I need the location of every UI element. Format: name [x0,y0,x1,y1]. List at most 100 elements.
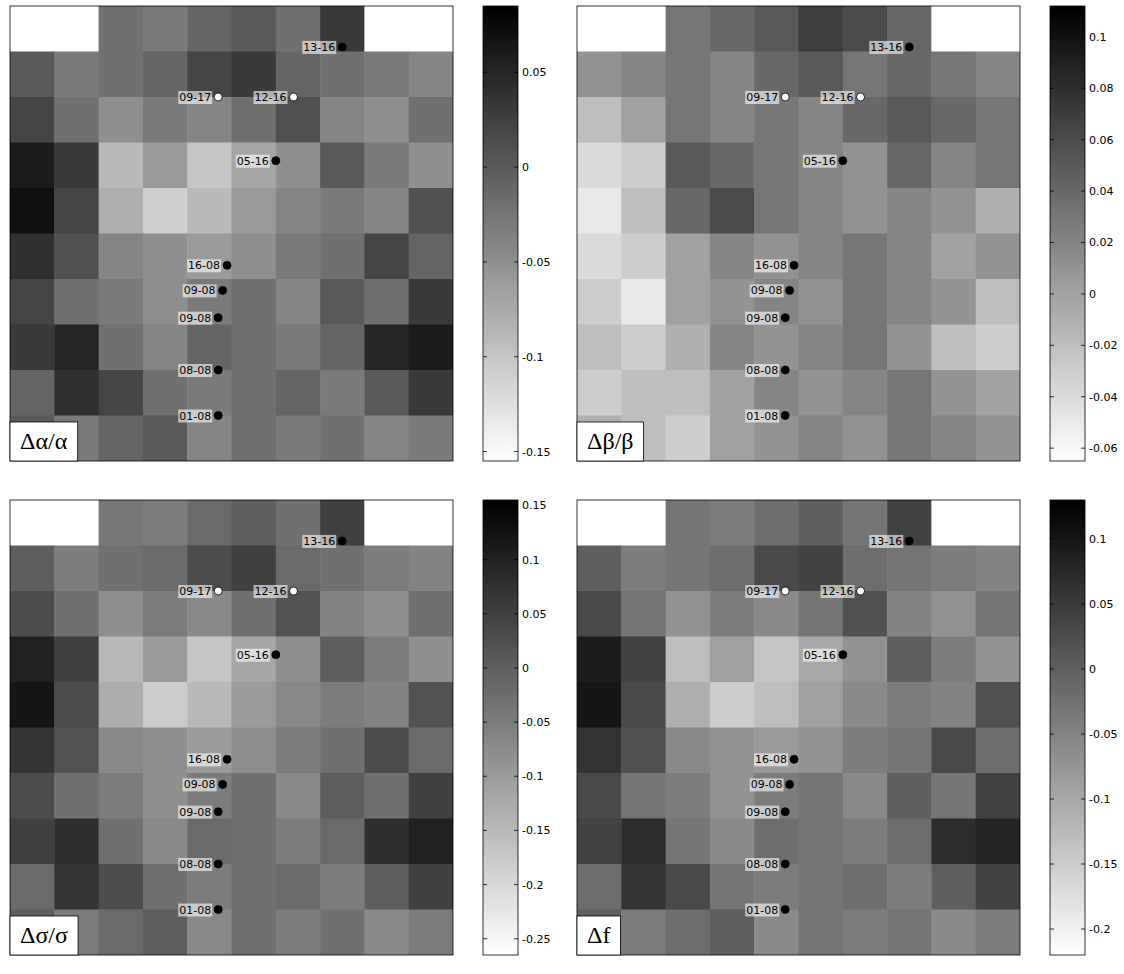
heatmap-cell [232,773,277,819]
well-point [781,366,789,374]
points [214,43,346,420]
heatmap-cell [577,188,622,234]
heatmap-cell [887,370,932,416]
colorbar-tick [514,938,518,939]
well-point [839,157,847,165]
heatmap-cell [887,864,932,910]
heatmap-cell [54,279,99,325]
heatmap-cell [577,773,622,819]
colorbar-tick [514,451,518,452]
title-box [577,422,644,461]
well-point [839,651,847,659]
heatmap-cell [976,773,1020,819]
heatmap-cell [666,234,711,280]
label-patch [745,858,779,871]
well-point [781,860,789,868]
heatmap-cell [10,864,55,910]
colorbar-tick [483,722,487,723]
heatmap-cell [577,325,622,371]
heatmap-cell [409,234,453,280]
heatmap-cells [577,500,1020,955]
heatmap-cell [54,234,99,280]
colorbar-tick [1050,864,1054,865]
heatmap-cell [976,728,1020,774]
heatmap-cell [320,591,365,637]
heatmap-cell [364,682,409,728]
well-point [214,314,222,322]
heatmap-cell [99,637,144,683]
heatmap-cell [143,682,188,728]
heatmap-cell [843,637,888,683]
heatmap-cell [232,416,277,462]
colorbar-tick-label: -0.02 [1089,339,1117,352]
heatmap-cell [54,819,99,865]
no-data-cell [976,500,1020,546]
heatmap-cell [10,728,55,774]
heatmap-cell [710,188,755,234]
heatmap-cell [577,546,622,592]
heatmap-cell [666,819,711,865]
colorbar-tick [483,559,487,560]
heatmap-cell [99,234,144,280]
colorbar-tick-label: -0.06 [1089,442,1117,455]
point-label: 01-08 [746,904,778,917]
label-patch [745,364,779,377]
colorbar [1050,500,1085,955]
title-box [10,916,78,955]
heatmap-cell [976,637,1020,683]
colorbar-tick [1050,929,1054,930]
heatmap-cell [621,591,666,637]
heatmap-cell [976,188,1020,234]
point-label: 09-17 [179,585,211,598]
heatmap-cell [931,188,976,234]
heatmap-cell [364,637,409,683]
heatmap-cell [754,6,799,52]
heatmap-cell [409,143,453,189]
heatmap-cell [621,188,666,234]
heatmap-cell [621,279,666,325]
heatmap-cell [187,500,232,546]
heatmap-cell [187,234,232,280]
well-point [786,286,794,294]
plot-frame [577,500,1020,955]
panel: 13-1609-1712-1605-1616-0809-0809-0808-08… [10,499,550,955]
heatmap-cell [931,416,976,462]
point-label: 08-08 [746,364,778,377]
heatmap-cell [143,234,188,280]
heatmap-cell [364,234,409,280]
label-patch [178,410,212,423]
heatmap-cell [887,416,932,462]
colorbar-tick [514,776,518,777]
heatmap-cell [577,819,622,865]
colorbar-tick-label: -0.15 [522,446,550,459]
colorbar [483,6,518,461]
colorbar-tick [1050,734,1054,735]
heatmap-cell [843,234,888,280]
heatmap-cell [364,325,409,371]
label-patch [178,91,212,104]
point-label: 16-08 [188,259,220,272]
colorbar-tick-label: -0.1 [522,770,543,783]
heatmap-cell [666,591,711,637]
heatmap-cell [931,728,976,774]
no-data-cell [931,6,976,52]
label-patch [803,649,837,662]
heatmap-cell [99,188,144,234]
heatmap-cell [409,773,453,819]
point-label: 09-08 [179,806,211,819]
heatmap-cell [10,234,55,280]
colorbar-tick [483,356,487,357]
heatmap-cell [10,279,55,325]
colorbar-tick [514,667,518,668]
heatmap-cell [99,819,144,865]
heatmap-cell [320,370,365,416]
heatmap-cell [54,682,99,728]
colorbar-tick-label: 0.08 [1089,82,1114,95]
colorbar-tick [1081,139,1085,140]
heatmap-cell [976,234,1020,280]
heatmap-cell [887,591,932,637]
colorbar-tick-label: 0.1 [1089,533,1107,546]
colorbar-tick-label: -0.1 [522,351,543,364]
heatmap-cells [10,6,453,461]
heatmap-cell [232,279,277,325]
